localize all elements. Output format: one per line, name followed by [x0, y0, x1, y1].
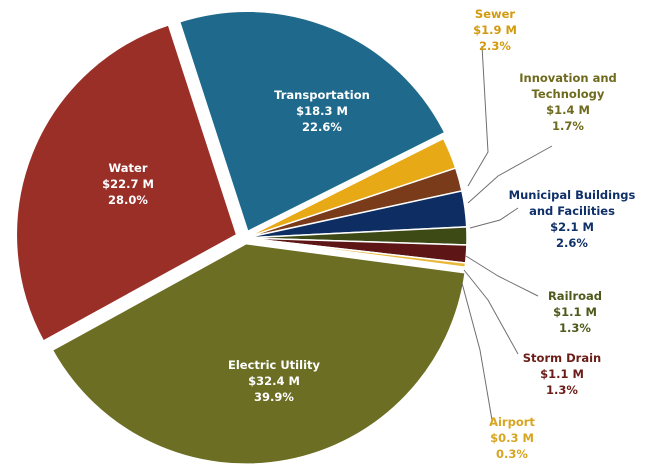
slice-labels: Transportation $18.3 M 22.6% Sewer $1.9 M 2.3… [102, 7, 635, 461]
slice-label-percent: 1.7% [552, 119, 584, 133]
slice-label-name: and Facilities [529, 204, 615, 218]
slice-label-percent: 0.3% [496, 447, 528, 461]
slice-label-value: $1.1 M [540, 367, 584, 381]
slice-label-name: Water [108, 161, 147, 175]
slice-label-percent: 22.6% [302, 120, 342, 134]
pie-slice-water [14, 22, 240, 345]
leader-line-innovation-and-technology [467, 145, 553, 204]
slice-label-name: Railroad [548, 289, 602, 303]
slice-label-percent: 1.3% [559, 321, 591, 335]
leader-lines [461, 45, 553, 421]
slice-label-percent: 1.3% [546, 383, 578, 397]
slice-label-value: $1.1 M [553, 305, 597, 319]
slice-label-value: $1.4 M [546, 103, 590, 117]
slice-label-value: $32.4 M [248, 374, 300, 388]
slice-label-name: Municipal Buildings [509, 188, 636, 202]
slice-label-percent: 2.3% [479, 39, 511, 53]
leader-line-municipal-buildings-and-facilities [469, 207, 519, 229]
slice-label-percent: 28.0% [108, 193, 148, 207]
slice-label-name: Sewer [475, 7, 516, 21]
slice-label-name: Airport [489, 415, 535, 429]
slice-label-value: $22.7 M [102, 177, 154, 191]
slice-label-name: Transportation [274, 88, 370, 102]
leader-line-sewer [467, 45, 489, 187]
slice-label-value: $0.3 M [490, 431, 534, 445]
slice-label-name: Storm Drain [523, 351, 601, 365]
pie-slices [14, 8, 468, 467]
leader-line-storm-drain [463, 269, 519, 355]
slice-label-value: $1.9 M [473, 23, 517, 37]
slice-label-value: $2.1 M [550, 220, 594, 234]
slice-label-percent: 2.6% [556, 236, 588, 250]
leader-line-railroad [465, 255, 539, 297]
pie-slice-electric-utility [49, 241, 468, 467]
slice-label-percent: 39.9% [254, 390, 294, 404]
slice-label-name: Innovation and [519, 71, 617, 85]
pie-slice-transportation [176, 8, 448, 235]
slice-label-value: $18.3 M [296, 104, 348, 118]
leader-line-airport [461, 282, 493, 421]
pie-slice-airport [244, 237, 467, 269]
slice-label-name: Technology [532, 87, 605, 101]
slice-label-name: Electric Utility [228, 358, 321, 372]
